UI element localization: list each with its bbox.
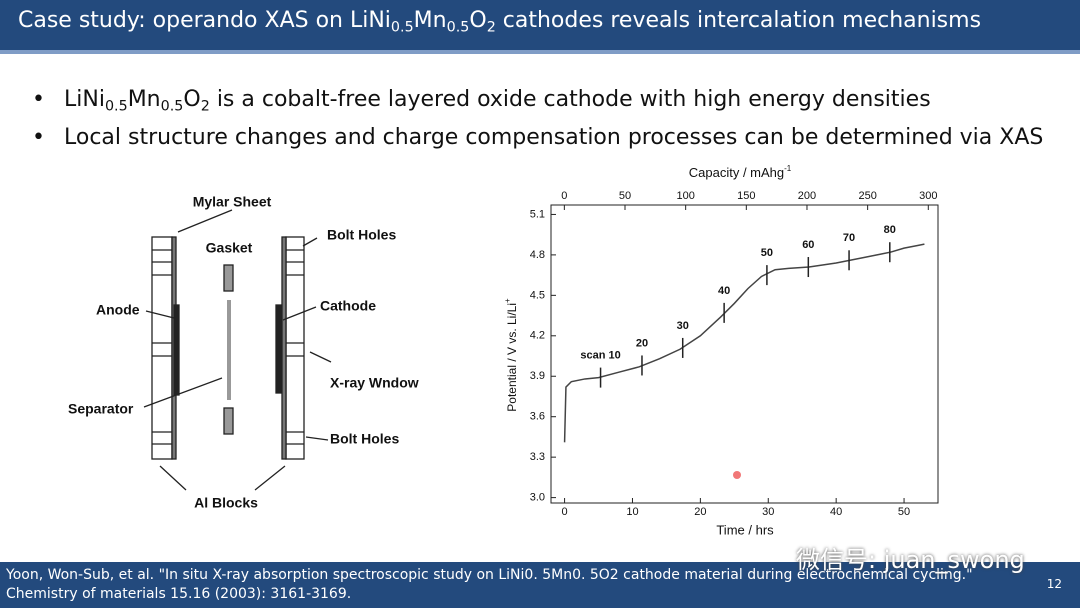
x-tick-label: 30	[762, 506, 774, 518]
diagram-label: Anode	[96, 302, 140, 318]
bullet-part: O	[183, 87, 201, 112]
citation: Yoon, Won-Sub, et al. "In situ X-ray abs…	[6, 566, 973, 604]
x2-tick-label: 300	[919, 190, 937, 202]
watermark: 微信号: juan_swong	[796, 546, 1025, 574]
y-tick-label: 4.2	[530, 330, 545, 342]
title-part: O	[469, 8, 487, 33]
cell-diagram	[143, 209, 332, 491]
bullet-part: 0.5	[160, 98, 184, 115]
diagram-label: X-ray Wndow	[330, 375, 419, 391]
scan-label: 70	[843, 232, 855, 244]
x2-tick-label: 150	[737, 190, 755, 202]
y-tick-label: 3.3	[530, 451, 545, 463]
x-tick-label: 40	[830, 506, 842, 518]
bullet-part: Local structure changes and charge compe…	[64, 125, 1044, 151]
title-part: 0.5	[390, 19, 414, 36]
x2-tick-label: 0	[561, 190, 567, 202]
bullet-part: is a cobalt-free layered oxide cathode w…	[209, 87, 931, 112]
title-part: Case study: operando XAS on LiNi	[18, 8, 391, 33]
bullet: Local structure changes and charge compe…	[32, 122, 1043, 154]
diagram-label: Cathode	[320, 298, 376, 314]
x2-tick-label: 100	[676, 190, 694, 202]
scan-label: 80	[884, 224, 896, 236]
y-tick-label: 5.1	[530, 208, 545, 220]
label-part: Potential / V vs. Li/Li	[505, 303, 519, 412]
diagram-label: Gasket	[206, 240, 253, 256]
title-part: 2	[486, 19, 496, 36]
x2-axis-label: Capacity / mAhg-1	[689, 164, 792, 180]
y-tick-label: 3.6	[530, 411, 545, 423]
citation-line: Yoon, Won-Sub, et al. "In situ X-ray abs…	[6, 567, 973, 583]
x-axis-label: Time / hrs	[716, 522, 774, 537]
bullet-part: LiNi	[64, 87, 105, 112]
y-tick-label: 4.8	[530, 249, 545, 261]
scan-label: 30	[677, 320, 689, 332]
title-part: 0.5	[446, 19, 470, 36]
diagram-label: Bolt Holes	[330, 431, 399, 447]
y-tick-label: 3.9	[530, 370, 545, 382]
diagram-label: Separator	[68, 401, 134, 417]
header-bar	[0, 0, 1080, 54]
label-part: +	[503, 298, 512, 303]
scan-label: scan 10	[580, 350, 620, 362]
slide-title: Case study: operando XAS on LiNi0.5Mn0.5…	[18, 8, 981, 35]
title-part: Mn	[413, 8, 447, 33]
x-tick-label: 20	[694, 506, 706, 518]
x-tick-label: 10	[626, 506, 638, 518]
data-line	[563, 243, 925, 443]
y-axis-label: Potential / V vs. Li/Li+	[503, 298, 519, 412]
label-part: Capacity / mAhg	[689, 165, 784, 180]
bullet-part: Mn	[127, 87, 161, 112]
bullet-list: LiNi0.5Mn0.5O2 is a cobalt-free layered …	[32, 84, 1043, 154]
bullet-part: 2	[200, 98, 210, 115]
x2-tick-label: 250	[858, 190, 876, 202]
footer-bar: Yoon, Won-Sub, et al. "In situ X-ray abs…	[0, 562, 1080, 608]
x-tick-label: 0	[562, 506, 568, 518]
scan-label: 20	[636, 337, 648, 349]
diagram-label: Mylar Sheet	[193, 194, 272, 210]
diagram-label: Al Blocks	[194, 495, 258, 511]
y-tick-label: 3.0	[530, 492, 545, 504]
scan-label: 40	[718, 285, 730, 297]
pointer-dot	[733, 471, 741, 479]
title-part: cathodes reveals intercalation mechanism…	[495, 8, 982, 33]
bullet: LiNi0.5Mn0.5O2 is a cobalt-free layered …	[32, 84, 1043, 122]
y-tick-label: 4.5	[530, 289, 545, 301]
bullet-part: 0.5	[104, 98, 128, 115]
citation-line: Chemistry of materials 15.16 (2003): 316…	[6, 586, 352, 602]
x2-tick-label: 50	[619, 190, 631, 202]
diagram-label: Bolt Holes	[327, 227, 396, 243]
plot-frame	[550, 204, 939, 504]
x-tick-label: 50	[898, 506, 910, 518]
scan-label: 60	[802, 239, 814, 251]
label-part: -1	[784, 164, 792, 173]
scan-label: 50	[761, 247, 773, 259]
x2-tick-label: 200	[798, 190, 816, 202]
page-number: 12	[1046, 577, 1062, 591]
